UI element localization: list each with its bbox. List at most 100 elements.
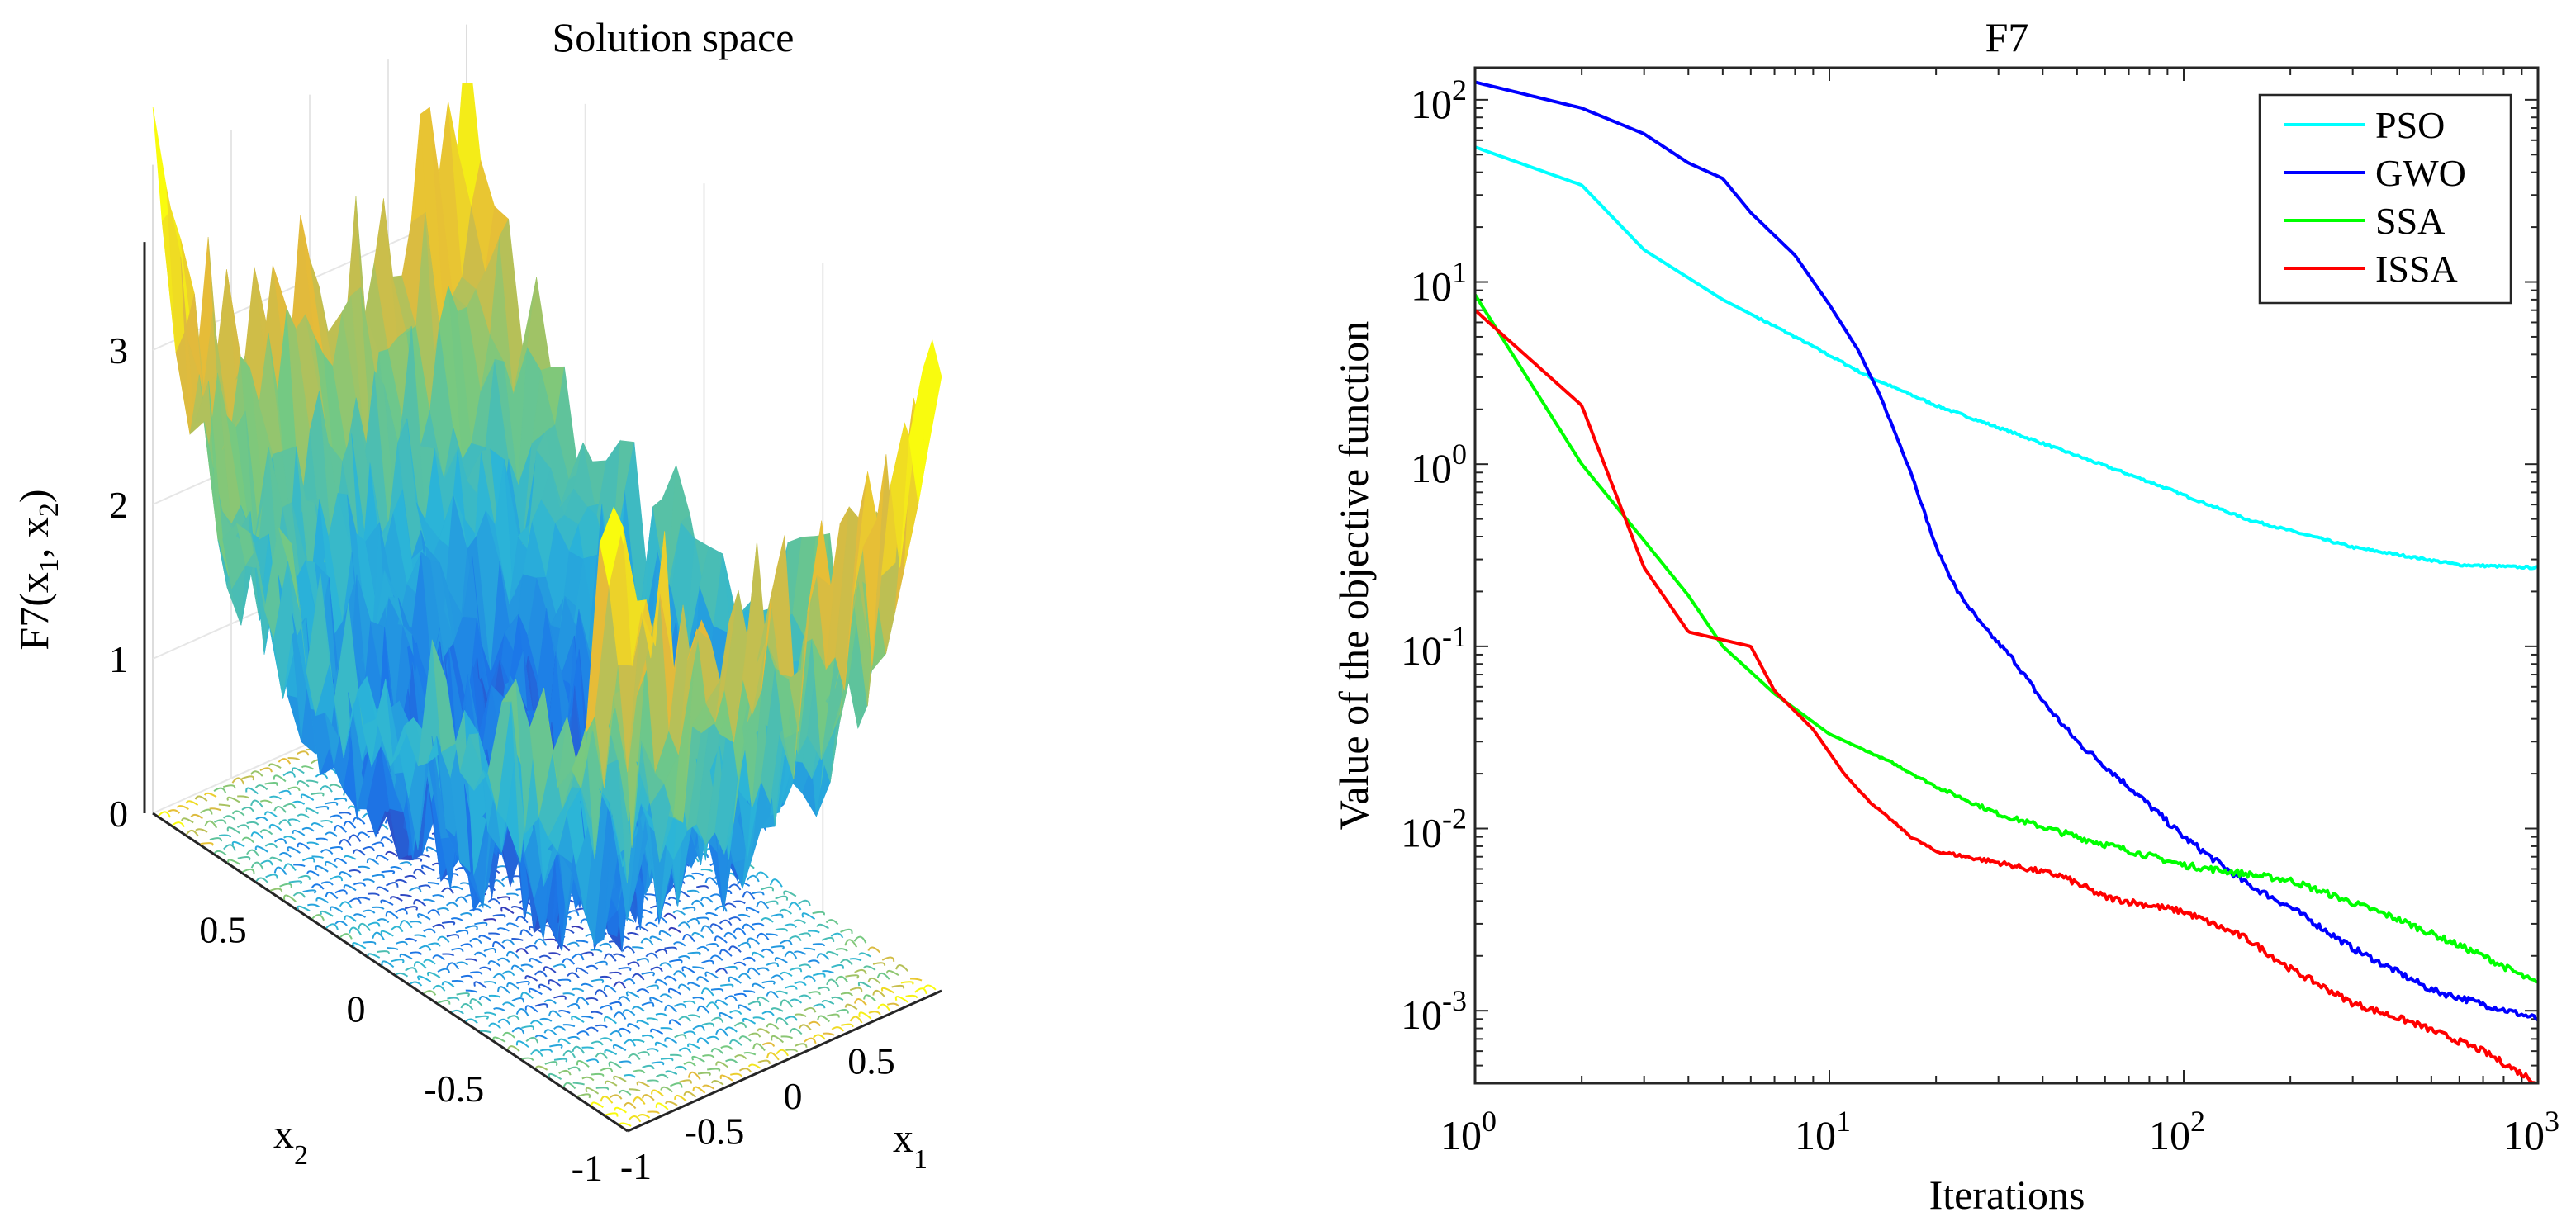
contour-line — [604, 1080, 618, 1087]
contour-line — [390, 866, 403, 871]
contour-line — [780, 971, 793, 978]
contour-line — [803, 947, 816, 951]
contour-line — [455, 961, 469, 966]
contour-line — [418, 884, 431, 889]
contour-line — [423, 959, 436, 965]
contour-line — [441, 981, 455, 988]
contour-line — [488, 994, 501, 998]
contour-line — [529, 958, 543, 964]
contour-line — [664, 946, 677, 951]
contour-line — [691, 872, 704, 877]
contour-line — [696, 976, 709, 983]
contour-line — [867, 977, 881, 984]
contour-line — [658, 930, 672, 938]
contour-line — [618, 996, 631, 1002]
contour-line — [520, 963, 534, 968]
contour-line — [636, 1020, 650, 1025]
contour-line — [677, 921, 691, 929]
plot-title: F7 — [1985, 14, 2029, 60]
contour-line — [557, 1010, 571, 1014]
contour-line — [645, 952, 659, 959]
contour-line — [548, 1010, 562, 1018]
contour-line — [659, 993, 673, 1000]
contour-line — [614, 1106, 627, 1114]
y-tick-label: 10-2 — [1401, 803, 1467, 856]
contour-line — [686, 982, 700, 987]
contour-line — [273, 806, 287, 813]
contour-line — [343, 821, 357, 829]
contour-line — [519, 929, 534, 937]
contour-line — [301, 765, 314, 770]
contour-line — [682, 907, 696, 911]
contour-line — [681, 966, 695, 974]
contour-line — [728, 883, 742, 891]
contour-line — [484, 981, 497, 985]
contour-line — [831, 996, 844, 1001]
contour-line — [610, 1094, 623, 1100]
contour-line — [339, 933, 353, 940]
contour-line — [366, 858, 380, 865]
contour-line — [524, 975, 538, 982]
contour-line — [591, 1011, 603, 1016]
contour-line — [282, 771, 297, 778]
contour-line — [288, 880, 303, 885]
contour-line — [868, 1011, 881, 1016]
contour-line — [827, 1013, 840, 1018]
contour-line — [691, 931, 704, 939]
contour-line — [840, 928, 853, 935]
contour-line — [705, 943, 719, 948]
contour-line — [417, 975, 432, 982]
contour-line — [619, 1060, 632, 1064]
contour-line — [301, 826, 315, 832]
contour-line — [581, 982, 594, 988]
contour-line — [629, 1088, 641, 1092]
contour-line — [572, 1045, 586, 1054]
contour-line — [475, 1015, 489, 1020]
contour-line — [200, 842, 214, 846]
contour-line — [612, 1044, 627, 1052]
contour-line — [841, 1023, 854, 1028]
contour-line — [701, 1022, 715, 1027]
contour-line — [595, 1087, 610, 1091]
contour-line — [594, 989, 608, 997]
contour-line — [623, 1101, 637, 1110]
contour-line — [534, 1003, 548, 1008]
z-tick-label: 3 — [109, 329, 128, 372]
contour-line — [795, 1043, 808, 1048]
contour-line — [516, 980, 530, 986]
contour-line — [543, 999, 557, 1005]
contour-line — [831, 964, 844, 969]
contour-line — [849, 958, 862, 962]
contour-line — [484, 1011, 496, 1016]
contour-line — [880, 987, 895, 994]
contour-line — [854, 998, 867, 1006]
contour-line — [571, 925, 584, 930]
contour-line — [775, 928, 788, 932]
contour-line — [255, 817, 268, 821]
contour-line — [633, 1069, 646, 1074]
contour-line — [801, 912, 816, 921]
contour-line — [608, 1061, 622, 1069]
contour-line — [553, 1025, 567, 1031]
contour-line — [757, 1059, 771, 1064]
contour-line — [385, 882, 399, 888]
series-pso — [1475, 145, 2538, 571]
contour-line — [543, 1029, 557, 1035]
contour-line — [743, 1052, 757, 1056]
z-tick-label: 1 — [109, 638, 128, 680]
contour-line — [586, 1058, 600, 1063]
contour-line — [246, 821, 259, 826]
x2-tick-label: 0 — [347, 988, 366, 1030]
contour-line — [567, 1003, 581, 1010]
contour-line — [353, 913, 367, 918]
contour-line — [581, 1076, 595, 1082]
contour-line — [641, 1034, 655, 1039]
contour-line — [728, 1039, 742, 1046]
contour-line — [478, 996, 492, 1002]
contour-line — [817, 986, 830, 992]
contour-line — [349, 869, 362, 874]
contour-line — [789, 935, 802, 942]
contour-line — [733, 1022, 747, 1029]
contour-line — [725, 1058, 738, 1064]
contour-line — [613, 953, 626, 959]
